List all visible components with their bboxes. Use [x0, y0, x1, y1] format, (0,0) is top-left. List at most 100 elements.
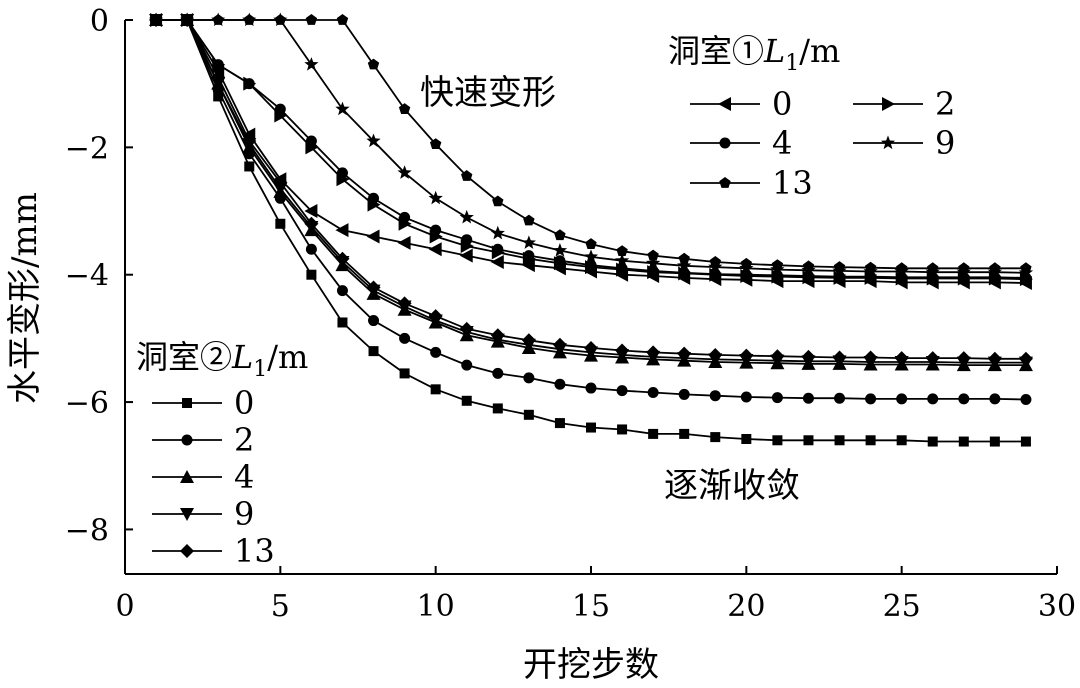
y-tick-label: −6: [65, 386, 109, 421]
x-tick-label: 30: [1038, 589, 1076, 624]
data-point: [243, 78, 255, 90]
data-point: [710, 432, 721, 443]
data-point: [459, 248, 473, 263]
annotation-gradual-convergence: 逐渐收敛: [664, 466, 800, 506]
data-point: [180, 13, 195, 27]
data-point: [989, 393, 1001, 405]
data-point: [927, 262, 939, 274]
data-point: [213, 91, 224, 102]
data-point: [211, 70, 226, 85]
data-point: [336, 167, 348, 179]
data-point: [397, 235, 411, 250]
data-point: [771, 392, 783, 404]
data-point: [523, 250, 535, 262]
legend-marker: [718, 97, 731, 111]
legend-entry: 9: [152, 495, 254, 533]
legend-marker: [719, 137, 731, 149]
data-point: [399, 368, 410, 379]
data-point: [864, 261, 877, 273]
x-tick-label: 20: [727, 589, 765, 624]
annotation-fast-deformation: 快速变形: [420, 73, 556, 113]
series-line: [156, 19, 1026, 360]
data-point: [554, 378, 566, 390]
data-point: [585, 382, 597, 394]
data-point: [244, 161, 255, 172]
series-cavern1-L13: [150, 14, 1032, 274]
data-point: [615, 343, 630, 358]
data-point: [585, 259, 597, 271]
data-point: [583, 249, 599, 263]
data-point: [212, 59, 224, 71]
data-point: [925, 351, 940, 366]
data-point: [399, 211, 411, 223]
legend-title-2: 洞室②L1/m: [136, 338, 308, 382]
data-point: [430, 224, 442, 236]
data-point: [273, 175, 288, 190]
data-point: [275, 218, 286, 229]
data-point: [771, 259, 784, 270]
data-point: [368, 192, 380, 204]
series-cavern2-L0: [151, 15, 1031, 447]
data-point: [678, 267, 690, 279]
data-point: [927, 436, 938, 447]
data-point: [428, 190, 443, 205]
axes: 0 5 10 15 20 25 300−2−4−6−8: [65, 4, 1076, 624]
data-point: [803, 435, 814, 446]
data-point: [896, 262, 908, 274]
data-point: [1020, 436, 1031, 447]
legend-entry: 0: [152, 384, 254, 422]
data-point: [521, 235, 536, 249]
legend-label: 4: [772, 124, 792, 162]
data-point: [585, 238, 597, 249]
legend-cavern1: 洞室①L1/m 0 2 4 9 13: [668, 32, 955, 202]
data-point: [896, 393, 908, 405]
data-point: [461, 170, 473, 181]
data-point: [987, 351, 1002, 366]
data-point: [586, 422, 596, 433]
data-point: [709, 256, 721, 267]
data-point: [678, 252, 690, 264]
data-point: [430, 346, 442, 358]
data-point: [305, 243, 317, 255]
data-point: [958, 262, 970, 274]
data-point: [709, 390, 721, 402]
legend-marker: [182, 398, 192, 408]
data-point: [428, 242, 442, 257]
y-tick-label: −8: [65, 513, 109, 548]
legend-label: 2: [234, 421, 254, 459]
data-point: [552, 243, 568, 257]
legend-marker: [719, 177, 731, 188]
data-point: [834, 392, 846, 404]
series-cavern2-L13: [149, 13, 1033, 366]
data-point: [989, 436, 1000, 447]
y-tick-label: 0: [90, 4, 109, 39]
data-point: [648, 428, 659, 439]
legend-marker: [180, 508, 194, 521]
data-point: [521, 333, 536, 348]
data-point: [523, 409, 534, 420]
data-point: [554, 255, 566, 267]
data-point: [368, 315, 380, 327]
legend-label: 0: [234, 384, 254, 422]
legend-entry: 2: [152, 421, 254, 459]
data-point: [492, 403, 503, 414]
data-point: [679, 428, 690, 439]
legend-label: 2: [935, 85, 955, 123]
data-point: [647, 249, 659, 261]
data-point: [398, 103, 411, 114]
data-point: [368, 346, 379, 357]
x-tick-label: 10: [417, 589, 455, 624]
data-point: [335, 251, 350, 266]
data-point: [927, 393, 939, 405]
data-point: [274, 14, 286, 25]
data-point: [459, 209, 474, 224]
data-point: [614, 253, 630, 267]
data-point: [305, 135, 317, 147]
data-point: [708, 347, 723, 362]
y-axis-label: 水平变形/mm: [5, 192, 45, 404]
data-point: [337, 317, 348, 328]
legend-marker: [882, 97, 895, 111]
data-point: [802, 392, 814, 404]
